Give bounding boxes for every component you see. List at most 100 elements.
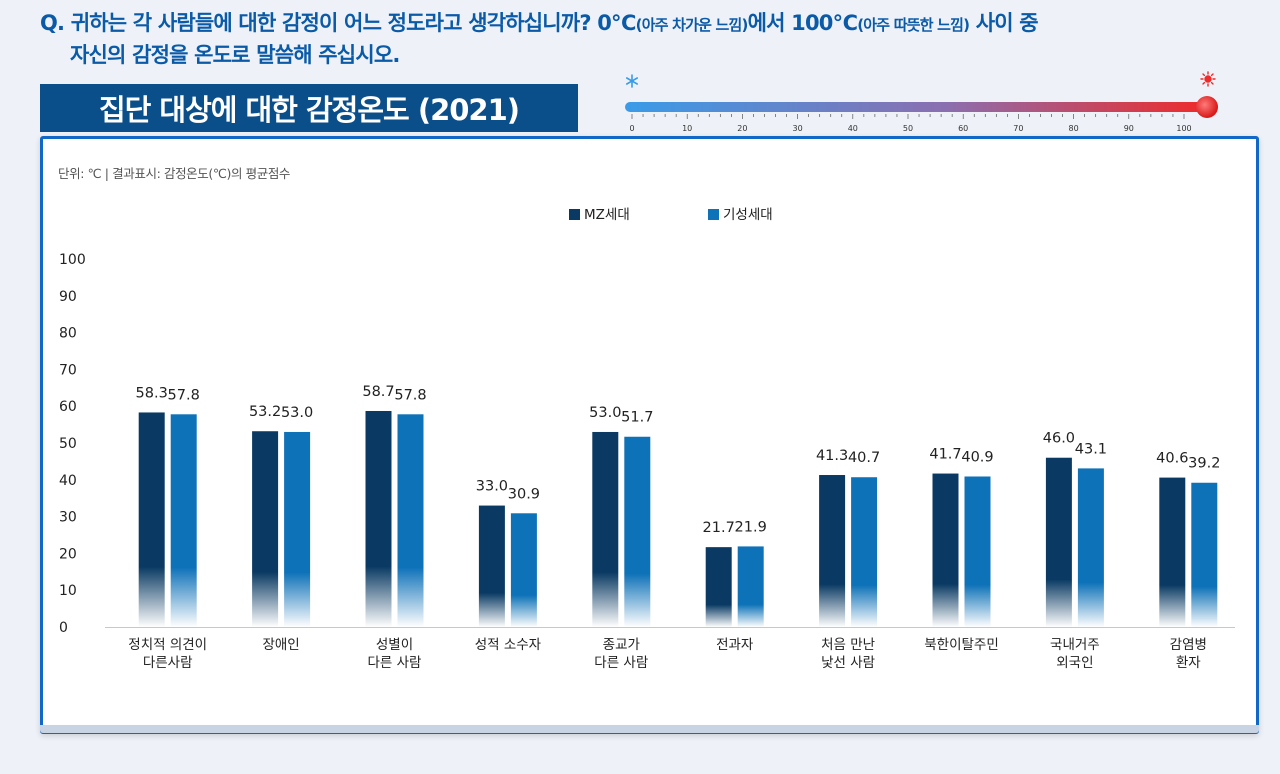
data-label: 39.2: [1188, 456, 1220, 472]
thermometer-tick-label: 90: [1124, 124, 1134, 133]
bar-mz: [252, 431, 279, 627]
question-note-hot: (아주 따뜻한 느낌): [857, 16, 970, 34]
bar-gisung: [851, 477, 878, 627]
question-line-2: 자신의 감정을 온도로 말씀해 주십시오.: [70, 43, 400, 67]
bar-gisung: [170, 414, 197, 627]
thermometer-tick-label: 30: [793, 124, 803, 133]
x-tick-label: 처음 만난: [821, 637, 875, 653]
data-label: 40.9: [961, 449, 993, 465]
y-tick-label: 20: [59, 546, 77, 562]
thermometer-bulb: [1196, 96, 1218, 118]
bar-mz: [365, 410, 392, 627]
data-label: 21.9: [735, 519, 767, 535]
data-label: 21.7: [703, 520, 735, 536]
bar-mz: [592, 431, 619, 627]
x-tick-label: 장애인: [262, 637, 299, 653]
x-tick-label: 다른 사람: [594, 655, 648, 671]
thermometer-tick-label: 10: [682, 124, 692, 133]
question-note-cold: (아주 차가운 느낌): [635, 16, 749, 34]
bar-gisung: [284, 431, 311, 627]
question-part: 에서 100℃: [747, 11, 858, 35]
x-tick-label: 북한이탈주민: [924, 637, 999, 653]
y-tick-label: 80: [59, 326, 77, 342]
question-text: Q. 귀하는 각 사람들에 대한 감정이 어느 정도라고 생각하십니까? 0℃(…: [40, 8, 1240, 70]
data-label: 53.0: [281, 405, 313, 421]
bar-mz: [819, 475, 846, 627]
y-tick-label: 40: [59, 473, 77, 489]
data-label: 43.1: [1075, 441, 1107, 457]
legend-item: MZ세대: [569, 207, 630, 223]
x-tick-label: 다른사람: [143, 655, 193, 671]
data-label: 51.7: [621, 410, 653, 426]
bar-gisung: [964, 476, 991, 627]
legend-swatch: [708, 209, 719, 220]
thermometer-tick-label: 20: [737, 124, 747, 133]
y-tick-label: 90: [59, 289, 77, 305]
x-tick-label: 성적 소수자: [475, 637, 542, 653]
thermometer-ticks: 0 10 20 30 40 50 60 70 80 90 100: [629, 114, 1192, 133]
question-part: 사이 중: [969, 11, 1039, 35]
data-label: 41.7: [929, 447, 961, 463]
temperature-scale: 0 10 20 30 40 50 60 70 80 90 100: [625, 71, 1218, 133]
panel-shadow: [40, 725, 1259, 733]
x-tick-label: 외국인: [1056, 655, 1093, 671]
legend-swatch: [569, 209, 580, 220]
y-tick-label: 10: [59, 583, 77, 599]
data-label: 41.3: [816, 448, 848, 464]
data-label: 58.3: [136, 385, 168, 401]
data-label: 57.8: [394, 387, 426, 403]
bar-gisung: [397, 414, 424, 627]
thermometer-tick-label: 80: [1069, 124, 1079, 133]
question-line-1: Q. 귀하는 각 사람들에 대한 감정이 어느 정도라고 생각하십니까? 0℃(…: [40, 8, 1240, 40]
y-tick-label: 70: [59, 362, 77, 378]
data-label: 33.0: [476, 479, 508, 495]
data-label: 46.0: [1043, 431, 1075, 447]
data-label: 30.9: [508, 486, 540, 502]
chart-panel: 단위: ℃ | 결과표시: 감정온도(℃)의 평균점수 0 10 20 30 40 50 6…: [40, 136, 1259, 734]
x-tick-label: 정치적 의견이: [128, 637, 207, 653]
bar-gisung: [1191, 482, 1218, 627]
y-tick-label: 60: [59, 399, 77, 415]
x-tick-label: 국내거주: [1050, 637, 1100, 653]
x-tick-label: 전과자: [716, 637, 754, 653]
bar-mz: [932, 473, 959, 627]
bar-mz: [478, 505, 505, 627]
snowflake-icon: [626, 74, 638, 88]
bar-gisung: [1077, 468, 1104, 627]
x-tick-label: 감염병: [1170, 637, 1207, 653]
bar-mz: [705, 547, 732, 627]
legend-label: MZ세대: [584, 207, 630, 223]
chart-title: 집단 대상에 대한 감정온도 (2021): [40, 84, 578, 132]
y-tick-label: 50: [59, 436, 77, 452]
bar-gisung: [737, 546, 764, 627]
bar-mz: [138, 412, 165, 627]
bar-mz: [1045, 457, 1072, 627]
x-tick-label: 다른 사람: [368, 655, 422, 671]
x-tick-label: 환자: [1176, 655, 1201, 671]
unit-note: 단위: ℃ | 결과표시: 감정온도(℃)의 평균점수: [58, 166, 291, 181]
bar-mz: [1159, 477, 1186, 627]
bar-gisung: [624, 436, 651, 627]
y-tick-label: 100: [59, 252, 86, 268]
thermometer-tick-label: 60: [958, 124, 968, 133]
thermometer-bar: [625, 102, 1205, 112]
y-tick-label: 0: [59, 620, 68, 636]
y-tick-label: 30: [59, 510, 77, 526]
data-label: 58.7: [362, 384, 394, 400]
thermometer-tick-label: 100: [1176, 124, 1191, 133]
legend-label: 기성세대: [723, 207, 773, 223]
thermometer-tick-label: 40: [848, 124, 858, 133]
thermometer-tick-label: 0: [629, 124, 634, 133]
question-part: Q. 귀하는 각 사람들에 대한 감정이 어느 정도라고 생각하십니까? 0℃: [40, 11, 636, 35]
thermometer-tick-label: 70: [1013, 124, 1023, 133]
x-tick-label: 낯선 사람: [821, 655, 875, 671]
data-label: 57.8: [168, 387, 200, 403]
data-label: 40.7: [848, 450, 880, 466]
bar-gisung: [510, 513, 537, 627]
x-tick-label: 성별이: [376, 637, 413, 653]
sun-icon: [1200, 71, 1216, 87]
x-tick-label: 종교가: [603, 637, 640, 653]
data-label: 53.2: [249, 404, 281, 420]
data-label: 40.6: [1156, 451, 1188, 467]
